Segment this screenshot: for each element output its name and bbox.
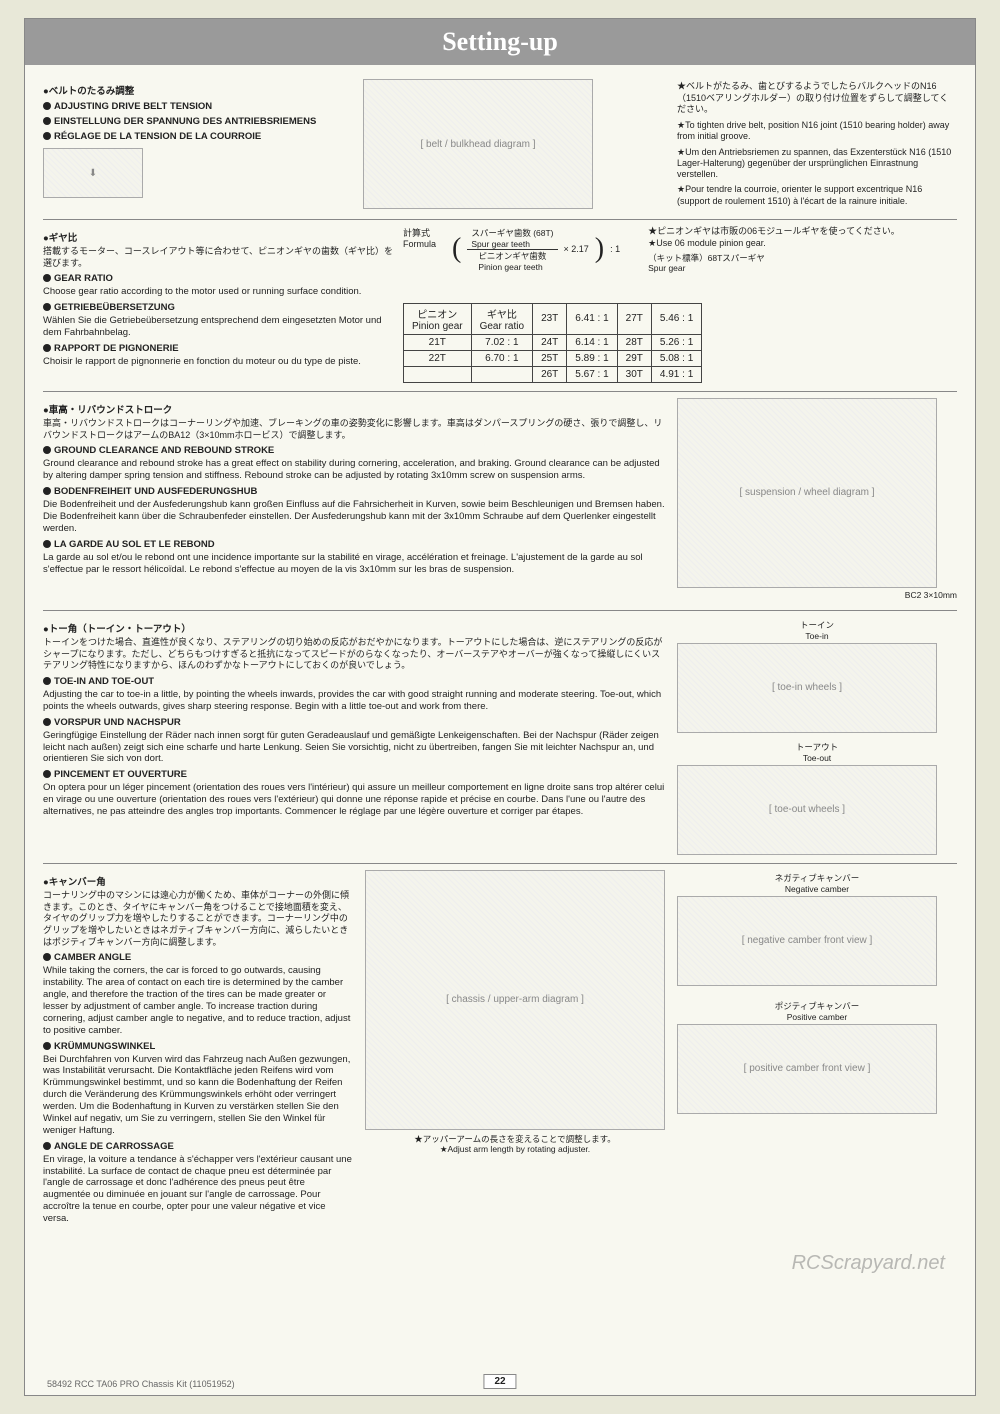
- page-number: 22: [483, 1374, 516, 1389]
- gear-fr-text: Choisir le rapport de pignonnerie en fon…: [43, 356, 393, 368]
- toe-de-text: Geringfügige Einstellung der Räder nach …: [43, 730, 667, 766]
- section-toe: ●トー角（トーイン・トーアウト） トーインをつけた場合、直進性が良くなり、ステア…: [43, 611, 957, 864]
- toein-diagram: [ toe-in wheels ]: [677, 643, 937, 733]
- camber-jp-text: コーナリング中のマシンには遠心力が働くため、車体がコーナーの外側に傾きます。この…: [43, 890, 353, 948]
- camber-chassis-diagram: [ chassis / upper-arm diagram ]: [365, 870, 665, 1130]
- toeout-diagram: [ toe-out wheels ]: [677, 765, 937, 855]
- camber-jp-title: ●キャンバー角: [43, 874, 353, 888]
- footer-left: 58492 RCC TA06 PRO Chassis Kit (11051952…: [47, 1379, 235, 1389]
- section-ground: ●車高・リバウンドストローク 車高・リバウンドストロークはコーナーリングや加速、…: [43, 392, 957, 611]
- ground-jp-text: 車高・リバウンドストロークはコーナーリングや加速、ブレーキングの車の姿勢変化に影…: [43, 418, 667, 441]
- belt-de-title: EINSTELLUNG DER SPANNUNG DES ANTRIEBSRIE…: [43, 116, 353, 127]
- gear-jp-title: ●ギヤ比: [43, 230, 393, 244]
- belt-note-jp: ★ベルトがたるみ、歯とびするようでしたらバルクヘッドのN16（1510ベアリング…: [677, 81, 957, 116]
- belt-note-en: ★To tighten drive belt, position N16 joi…: [677, 120, 957, 143]
- toe-fr-text: On optera pour un léger pincement (orien…: [43, 782, 667, 818]
- ground-fr-title: LA GARDE AU SOL ET LE REBOND: [43, 539, 667, 550]
- pos-camber-diagram: [ positive camber front view ]: [677, 1024, 937, 1114]
- page-header: Setting-up: [25, 19, 975, 65]
- watermark: RCScrapyard.net: [792, 1252, 945, 1275]
- neg-camber-diagram: [ negative camber front view ]: [677, 896, 937, 986]
- gear-en-title: GEAR RATIO: [43, 273, 393, 284]
- belt-jp-title: ●ベルトのたるみ調整: [43, 83, 353, 97]
- camber-fr-title: ANGLE DE CARROSSAGE: [43, 1141, 353, 1152]
- ground-fr-text: La garde au sol et/ou le rebond ont une …: [43, 552, 667, 576]
- gear-jp-text: 搭載するモーター、コースレイアウト等に合わせて、ピニオンギヤの歯数（ギヤ比）を選…: [43, 246, 393, 269]
- gear-formula: 計算式 Formula ( スパーギヤ歯数 (68T)Spur gear tee…: [403, 226, 957, 273]
- gear-de-title: GETRIEBEÜBERSETZUNG: [43, 302, 393, 313]
- gear-de-text: Wählen Sie die Getriebeübersetzung entsp…: [43, 315, 393, 339]
- camber-en-text: While taking the corners, the car is for…: [43, 965, 353, 1036]
- belt-note-fr: ★Pour tendre la courroie, orienter le su…: [677, 184, 957, 207]
- gear-en-text: Choose gear ratio according to the motor…: [43, 286, 393, 298]
- bc2-label: BC2 3×10mm: [677, 590, 957, 600]
- ground-de-title: BODENFREIHEIT UND AUSFEDERUNGSHUB: [43, 486, 667, 497]
- ground-jp-title: ●車高・リバウンドストローク: [43, 402, 667, 416]
- toe-en-text: Adjusting the car to toe-in a little, by…: [43, 689, 667, 713]
- ground-en-title: GROUND CLEARANCE AND REBOUND STROKE: [43, 445, 667, 456]
- belt-note-de: ★Um den Antriebsriemen zu spannen, das E…: [677, 147, 957, 181]
- toe-jp-text: トーインをつけた場合、直進性が良くなり、ステアリングの切り始めの反応がおだやかに…: [43, 637, 667, 672]
- toe-jp-title: ●トー角（トーイン・トーアウト）: [43, 621, 667, 635]
- camber-en-title: CAMBER ANGLE: [43, 952, 353, 963]
- gear-ratio-table: ピニオンPinion gear ギヤ比Gear ratio 23T6.41 : …: [403, 303, 702, 383]
- toe-de-title: VORSPUR UND NACHSPUR: [43, 717, 667, 728]
- section-belt: ●ベルトのたるみ調整 ADJUSTING DRIVE BELT TENSION …: [43, 73, 957, 220]
- toe-fr-title: PINCEMENT ET OUVERTURE: [43, 769, 667, 780]
- belt-en-title: ADJUSTING DRIVE BELT TENSION: [43, 101, 353, 112]
- section-camber: ●キャンバー角 コーナリング中のマシンには遠心力が働くため、車体がコーナーの外側…: [43, 864, 957, 1237]
- gear-fr-title: RAPPORT DE PIGNONERIE: [43, 343, 393, 354]
- camber-fr-text: En virage, la voiture a tendance à s'éch…: [43, 1154, 353, 1225]
- belt-diagram: [ belt / bulkhead diagram ]: [363, 79, 593, 209]
- ground-diagram: [ suspension / wheel diagram ]: [677, 398, 937, 588]
- ground-de-text: Die Bodenfreiheit und der Ausfederungshu…: [43, 499, 667, 535]
- toe-en-title: TOE-IN AND TOE-OUT: [43, 676, 667, 687]
- belt-fr-title: RÉGLAGE DE LA TENSION DE LA COURROIE: [43, 131, 353, 142]
- ground-en-text: Ground clearance and rebound stroke has …: [43, 458, 667, 482]
- camber-de-text: Bei Durchfahren von Kurven wird das Fahr…: [43, 1054, 353, 1137]
- camber-de-title: KRÜMMUNGSWINKEL: [43, 1041, 353, 1052]
- section-gear: ●ギヤ比 搭載するモーター、コースレイアウト等に合わせて、ピニオンギヤの歯数（ギ…: [43, 220, 957, 392]
- belt-small-diagram: ⬇: [43, 148, 143, 198]
